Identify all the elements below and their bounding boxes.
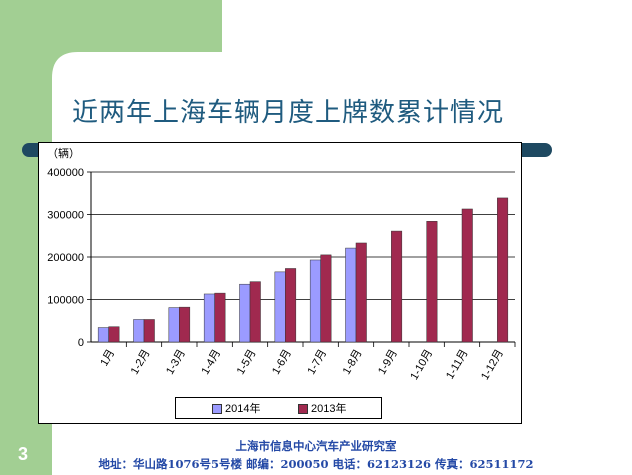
y-tick-label: 300000 (47, 210, 84, 222)
legend-swatch-2013 (298, 404, 308, 415)
footer-contact-info: 地址：华山路1076号5号楼 邮编：200050 电话：62123126 传真：… (98, 457, 534, 471)
legend-item-2013: 2013年 (298, 402, 346, 416)
x-category-label: 1-8月 (341, 348, 365, 377)
x-category-label: 1-2月 (129, 348, 153, 377)
bar-2014年 (274, 271, 286, 343)
y-tick-label: 100000 (47, 295, 84, 307)
footer-organization: 上海市信息中心汽车产业研究室 (235, 439, 397, 453)
x-category-label: 1-4月 (199, 348, 223, 377)
footer-white-band (52, 432, 632, 475)
page-number: 3 (18, 444, 29, 464)
bar-2013年 (426, 221, 438, 343)
bar-2014年 (97, 327, 109, 343)
bar-2013年 (320, 254, 332, 343)
bar-2013年 (108, 326, 120, 343)
legend-item-2014: 2014年 (212, 402, 260, 416)
bar-2014年 (168, 307, 180, 343)
x-category-label: 1-9月 (376, 348, 400, 377)
bar-2014年 (345, 247, 357, 343)
x-category-label: 1-10月 (408, 348, 435, 383)
x-category-label: 1-12月 (479, 348, 506, 383)
y-tick-label: 200000 (47, 252, 84, 264)
x-category-label: 1-11月 (444, 348, 470, 382)
x-category-label: 1月 (98, 348, 117, 369)
green-top-band (0, 0, 222, 52)
bar-2013年 (249, 281, 261, 343)
y-tick-label: 0 (78, 337, 84, 349)
x-category-label: 1-6月 (270, 348, 294, 377)
chart-legend: 2014年 2013年 (175, 397, 382, 419)
legend-swatch-2014 (212, 404, 222, 415)
bar-chart: 400000 300000 200000 100000 0 （辆） 1月 1-2月 1-3月 1-… (47, 146, 516, 383)
bar-2013年 (391, 230, 403, 343)
bar-2013年 (214, 292, 226, 343)
x-category-label: 1-7月 (305, 348, 329, 377)
bar-2013年 (285, 268, 297, 343)
bar-2013年 (179, 306, 191, 343)
bar-2013年 (143, 319, 155, 343)
chart-frame: 400000 300000 200000 100000 0 （辆） 1月 1-2月 1-3月 1-… (38, 142, 522, 424)
y-axis-unit-label: （辆） (47, 146, 80, 160)
bar-2014年 (133, 319, 145, 343)
x-category-label: 1-3月 (164, 348, 188, 377)
bar-2014年 (203, 293, 215, 343)
bar-2013年 (355, 242, 367, 343)
legend-label-2013: 2013年 (311, 403, 347, 415)
bar-2014年 (239, 283, 251, 343)
legend-label-2014: 2014年 (225, 403, 261, 415)
slide-title: 近两年上海车辆月度上牌数累计情况 (72, 98, 505, 128)
x-category-label: 1-5月 (235, 348, 259, 377)
bar-2013年 (497, 197, 509, 343)
bar-2014年 (309, 259, 321, 343)
bar-2013年 (461, 208, 473, 343)
y-tick-label: 400000 (47, 167, 84, 179)
